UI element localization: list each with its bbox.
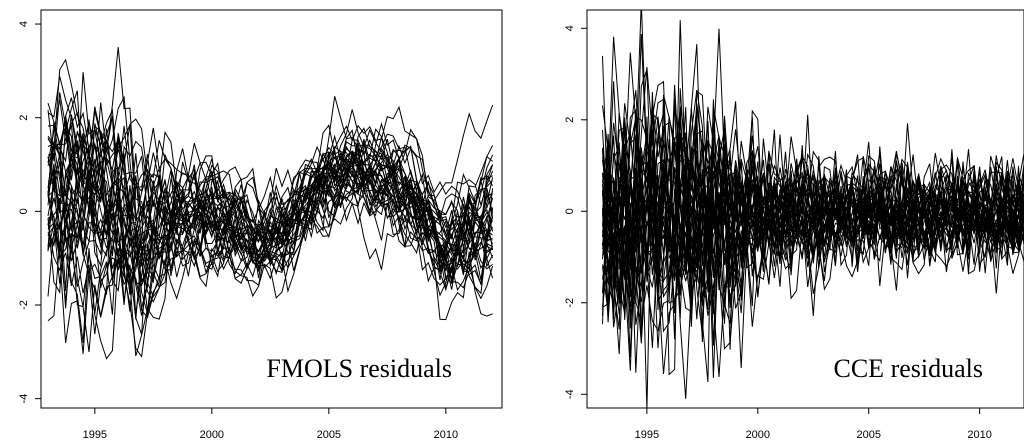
y-tick-label: 0 [18, 208, 30, 214]
panel-label: FMOLS residuals [266, 354, 452, 383]
y-tick-label: 2 [564, 117, 576, 123]
x-tick-label: 2005 [317, 429, 341, 441]
y-tick-label: -2 [564, 298, 576, 308]
residual-series-line [47, 121, 494, 292]
y-tick-label: 4 [18, 21, 30, 27]
residual-series-line [47, 150, 493, 314]
residual-series-line [602, 90, 1024, 375]
series-group [47, 47, 494, 360]
plot-frame [40, 9, 503, 409]
residual-series-line [602, 140, 1024, 298]
residual-series-line [47, 125, 494, 256]
x-tick-label: 2000 [746, 429, 770, 441]
plot-frame [586, 9, 1024, 409]
panel-fmols: 1995 2000 2005 2010 -4 -2 0 2 4 FMOLS residuals [18, 9, 503, 441]
y-tick-label: -4 [18, 394, 30, 404]
y-tick-label: -2 [18, 300, 30, 310]
residual-series-line [47, 122, 494, 318]
residual-series-line [47, 95, 493, 297]
residual-series-line [602, 69, 1024, 298]
residual-series-line [602, 84, 1024, 408]
residual-series-line [47, 72, 493, 316]
residual-series-line [47, 58, 494, 260]
y-tick-label: 0 [564, 208, 576, 214]
x-tick-label: 1995 [635, 429, 659, 441]
y-tick-label: 4 [564, 25, 576, 31]
y-tick-label: 2 [18, 115, 30, 121]
x-tick-label: 2010 [967, 429, 991, 441]
panel-label: CCE residuals [834, 354, 984, 383]
residual-series-line [602, 129, 1024, 328]
x-tick-label: 2000 [200, 429, 224, 441]
residual-series-line [47, 118, 494, 281]
x-tick-label: 1995 [83, 429, 107, 441]
residual-series-line [47, 47, 493, 283]
residual-series-line [47, 164, 494, 288]
residual-series-line [47, 139, 493, 273]
y-tick-label: -4 [564, 389, 576, 399]
x-tick-label: 2010 [434, 429, 458, 441]
series-group [602, 10, 1024, 408]
residual-series-line [47, 145, 494, 335]
panel-cce: 1995 2000 2005 2010 -4 -2 0 2 4 CCE residuals [564, 9, 1024, 441]
x-tick-label: 2005 [856, 429, 880, 441]
